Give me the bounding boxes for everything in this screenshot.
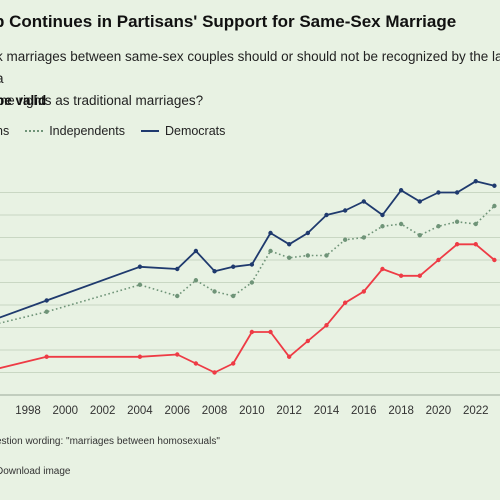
data-point-independents: [268, 248, 273, 254]
data-point-democrats: [44, 298, 49, 303]
data-point-democrats: [324, 212, 329, 218]
data-point-republicans: [44, 354, 49, 359]
series-republicans: [0, 242, 497, 375]
data-point-democrats: [305, 230, 311, 236]
x-tick-label: 2006: [164, 405, 190, 417]
data-point-republicans: [231, 361, 236, 366]
data-point-republicans: [361, 289, 367, 294]
chart-title: p Continues in Partisans' Support for Sa…: [0, 12, 457, 31]
legend-item-independents: Independents: [25, 124, 125, 138]
data-point-independents: [175, 293, 180, 299]
data-point-democrats: [212, 269, 217, 274]
data-point-democrats: [454, 190, 460, 195]
data-point-independents: [44, 309, 49, 314]
line-chart: 1998 2000 2002 2004 2006 2008 2010 2012 2014 2016…: [0, 179, 500, 417]
data-point-independents: [231, 293, 236, 299]
x-tick-label: 2018: [388, 405, 414, 417]
data-point-democrats: [417, 199, 422, 204]
data-point-republicans: [436, 257, 441, 263]
data-point-independents: [454, 219, 460, 224]
data-point-democrats: [380, 212, 385, 218]
data-point-democrats: [361, 199, 367, 204]
legend-item-democrats: Democrats: [140, 124, 226, 138]
data-point-independents: [417, 233, 422, 238]
data-point-democrats: [492, 183, 497, 188]
data-point-republicans: [212, 370, 217, 375]
x-tick-label: 2020: [426, 405, 452, 417]
data-point-democrats: [175, 266, 180, 272]
data-point-democrats: [249, 262, 255, 267]
x-tick-label: 2022: [463, 405, 489, 417]
x-tick-label: 2004: [127, 405, 153, 417]
data-point-independents: [249, 280, 255, 285]
legend-label-independents: Independents: [49, 124, 125, 138]
x-tick-label: 2016: [351, 405, 377, 417]
x-axis-ticks: 1998 2000 2002 2004 2006 2008 2010 2012 2014 2016…: [15, 405, 488, 417]
data-point-republicans: [454, 242, 460, 247]
data-point-democrats: [137, 264, 143, 269]
data-point-independents: [305, 253, 311, 258]
legend-item-republicans: ns: [0, 124, 9, 138]
data-point-independents: [398, 221, 404, 227]
series-line-republicans: [0, 243, 495, 374]
legend-swatch-independents: [25, 130, 44, 132]
data-point-democrats: [286, 242, 292, 247]
data-point-republicans: [492, 257, 497, 263]
data-point-independents: [342, 237, 348, 242]
x-tick-label: 2014: [314, 405, 340, 417]
data-point-independents: [286, 255, 292, 260]
data-point-independents: [436, 224, 441, 229]
data-point-democrats: [473, 179, 478, 184]
x-tick-label: 1998: [15, 405, 41, 417]
data-point-independents: [380, 224, 385, 229]
chart-legend: ns Independents Democrats: [0, 124, 241, 138]
data-point-republicans: [324, 323, 329, 328]
data-point-democrats: [342, 208, 348, 213]
chart-subtitle: be valid: [0, 93, 47, 108]
data-point-republicans: [417, 273, 422, 278]
series-independents: [0, 203, 497, 324]
chart-note: estion wording: "marriages between homos…: [0, 436, 220, 447]
data-point-democrats: [231, 264, 236, 269]
x-tick-label: 2012: [276, 405, 302, 417]
survey-question-line-2: me rights as traditional marriages?: [0, 93, 204, 108]
data-point-independents: [473, 221, 478, 227]
survey-question-line-1: k marriages between same-sex couples sho…: [0, 49, 500, 86]
data-point-democrats: [193, 248, 199, 254]
data-point-democrats: [398, 188, 404, 193]
legend-label-democrats: Democrats: [164, 124, 226, 138]
data-point-republicans: [398, 273, 404, 278]
data-point-republicans: [249, 329, 255, 335]
data-point-independents: [492, 203, 497, 209]
series-democrats: [0, 179, 497, 319]
download-image-link[interactable]: Download image: [0, 466, 71, 477]
data-point-democrats: [436, 190, 441, 195]
x-tick-label: 2010: [239, 405, 265, 417]
x-tick-label: 2008: [202, 405, 228, 417]
data-point-independents: [193, 278, 199, 283]
data-point-republicans: [286, 354, 292, 359]
data-point-independents: [361, 235, 367, 240]
legend-label-republicans: ns: [0, 124, 10, 138]
survey-question: k marriages between same-sex couples sho…: [0, 46, 500, 112]
data-point-republicans: [175, 352, 180, 357]
legend-swatch-democrats: [140, 130, 159, 132]
data-point-independents: [212, 289, 217, 294]
data-point-republicans: [380, 266, 385, 272]
data-point-republicans: [193, 361, 199, 366]
x-tick-label: 2000: [53, 405, 79, 417]
data-point-republicans: [342, 300, 348, 305]
x-tick-label: 2002: [90, 405, 116, 417]
data-point-republicans: [137, 354, 143, 359]
data-point-independents: [137, 282, 143, 287]
data-point-independents: [324, 253, 329, 258]
data-point-democrats: [268, 230, 273, 236]
data-point-republicans: [305, 338, 311, 344]
data-point-republicans: [268, 329, 273, 335]
data-point-republicans: [473, 242, 478, 247]
